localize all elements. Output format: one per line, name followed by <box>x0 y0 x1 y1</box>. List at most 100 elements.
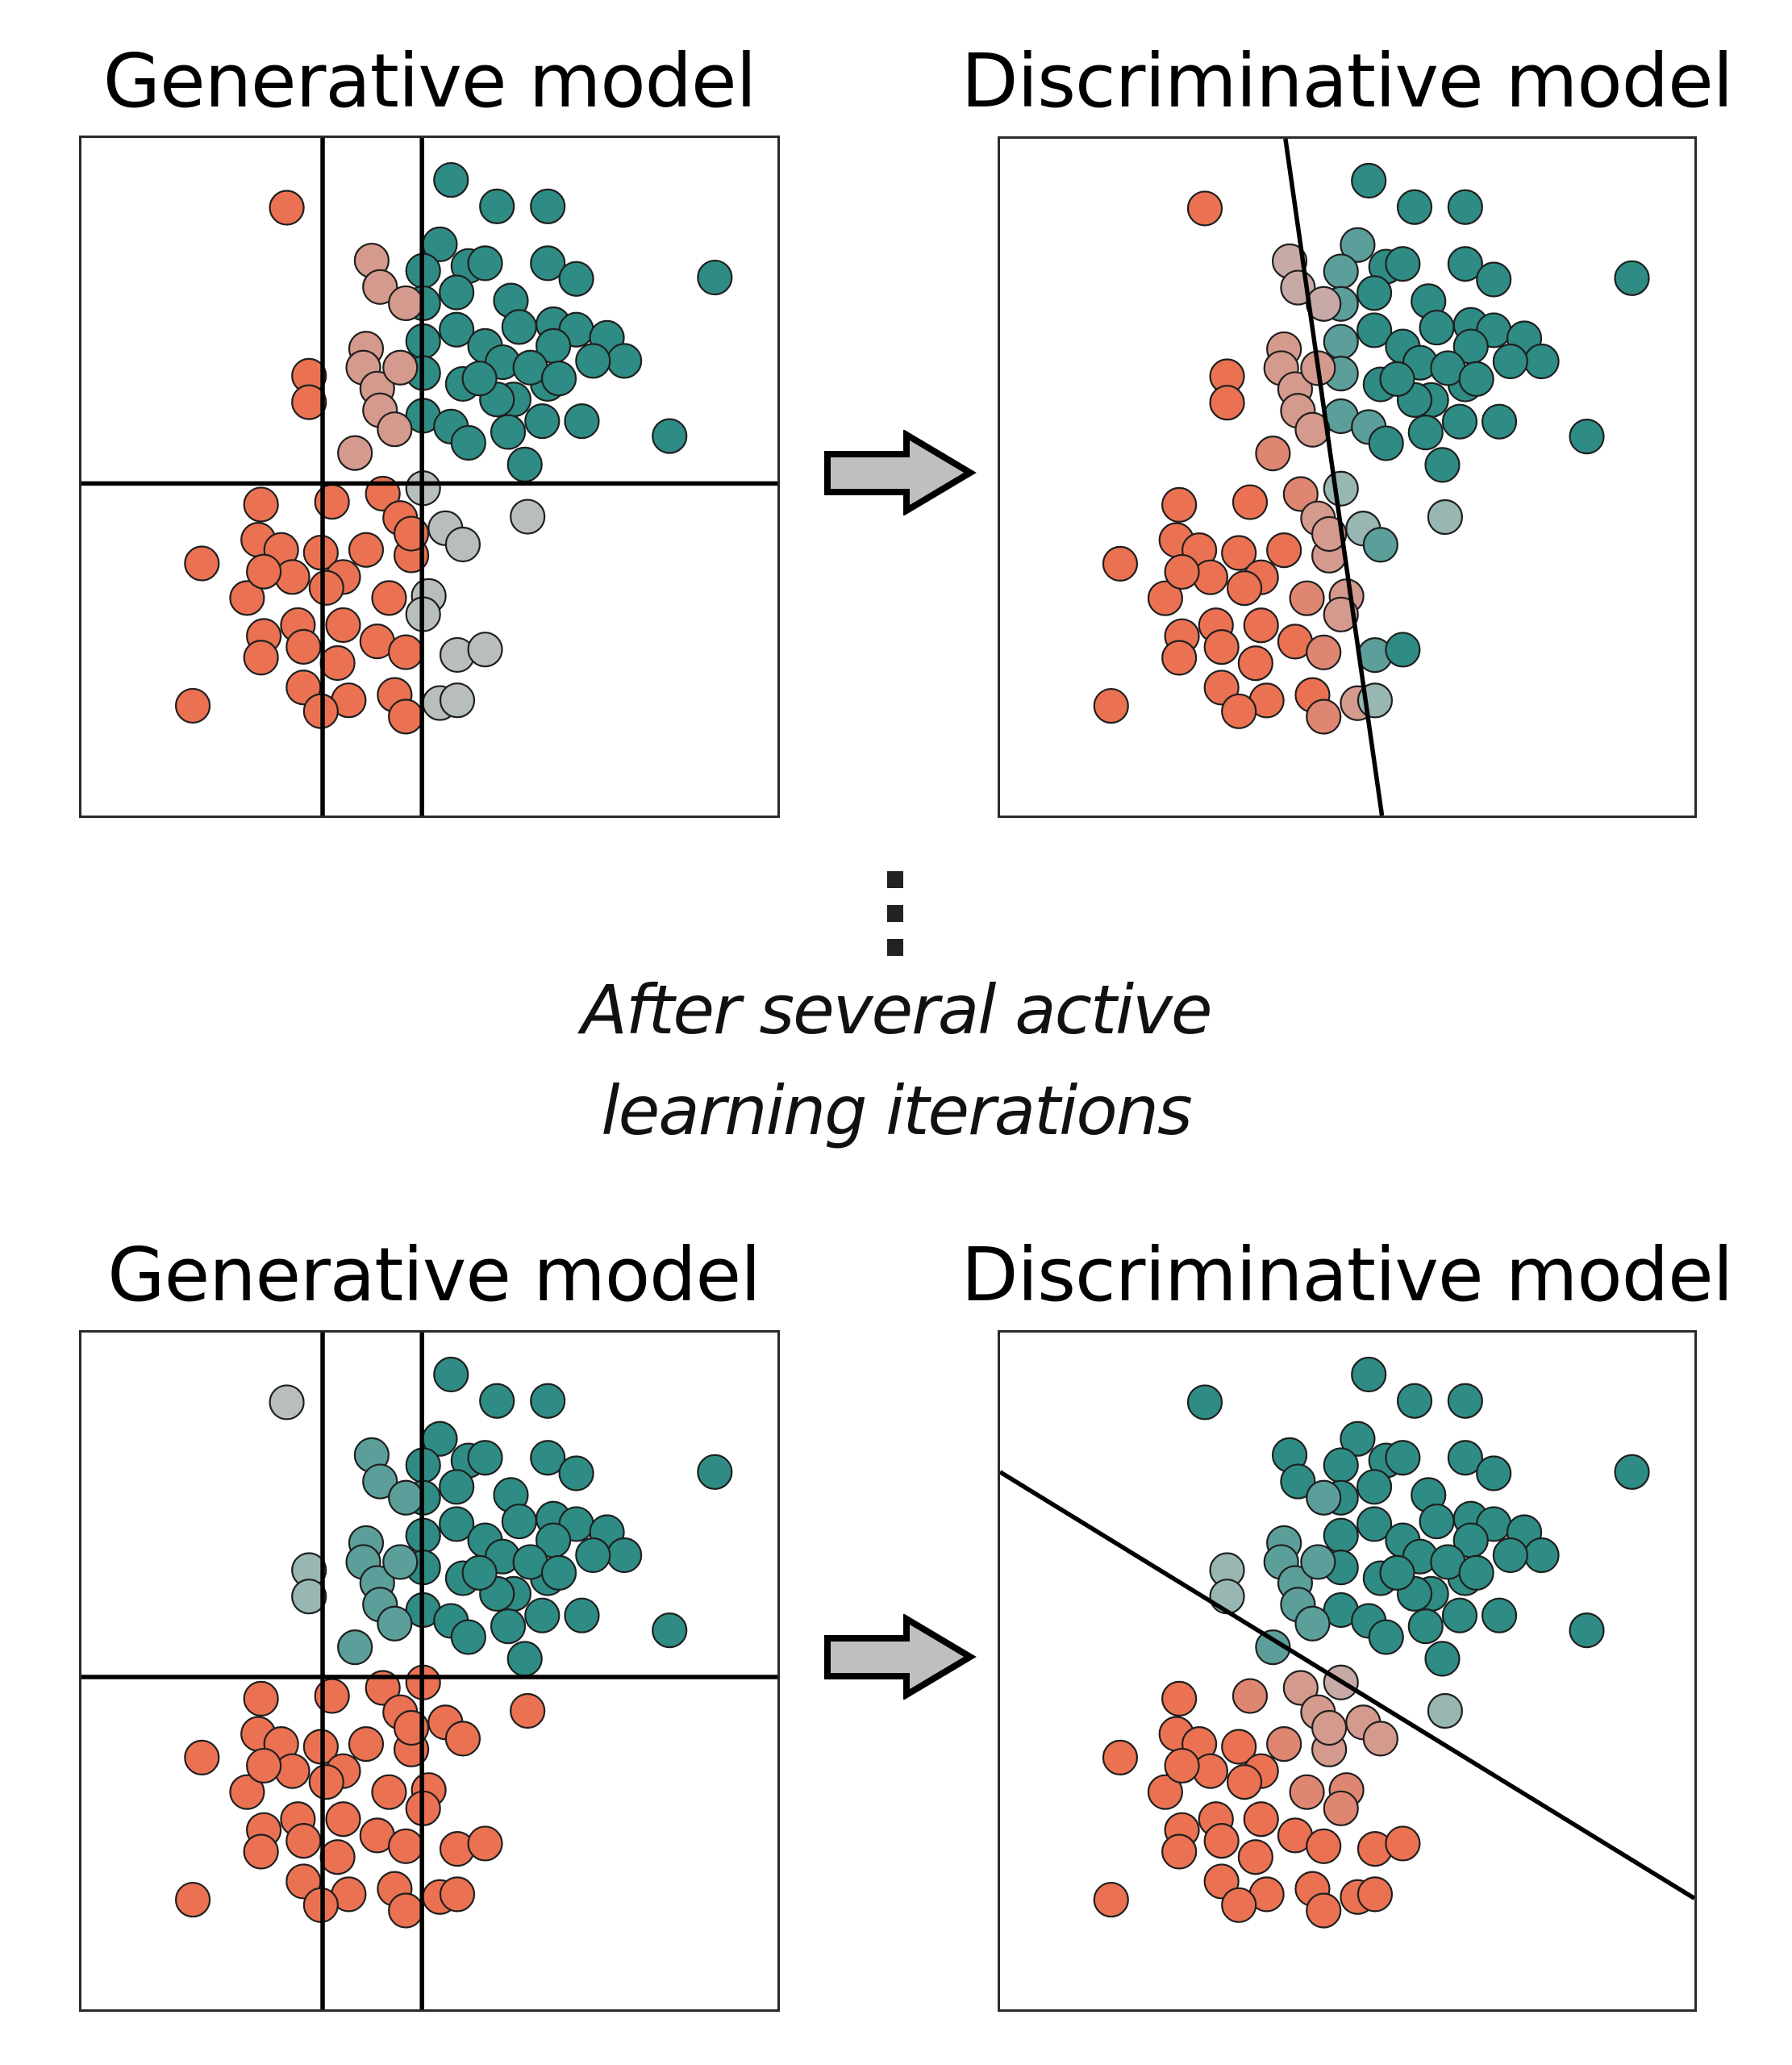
data-point <box>184 1739 220 1775</box>
data-point <box>439 1469 475 1505</box>
data-point <box>1441 403 1478 440</box>
data-point <box>1379 361 1415 397</box>
data-point <box>1323 1447 1359 1483</box>
data-point <box>490 414 527 450</box>
top-discriminative-title: Discriminative model <box>961 38 1734 124</box>
data-point <box>388 1892 424 1929</box>
data-point <box>1569 419 1605 455</box>
data-point <box>1407 415 1444 451</box>
data-point <box>1362 527 1398 563</box>
arrow-shape <box>824 1614 977 1700</box>
data-point <box>1340 227 1376 263</box>
data-point <box>1396 189 1433 225</box>
data-point <box>1424 447 1461 483</box>
data-point <box>388 634 424 670</box>
data-point <box>1289 580 1325 616</box>
data-point <box>1340 1420 1376 1457</box>
data-point <box>439 274 475 311</box>
data-point <box>243 1680 279 1717</box>
data-point <box>652 418 688 454</box>
data-point <box>1407 1608 1444 1645</box>
right-arrow-icon <box>824 1614 977 1700</box>
data-point <box>388 699 424 735</box>
ellipsis-dot <box>887 939 903 956</box>
data-point <box>1396 1383 1433 1419</box>
data-point <box>439 682 476 719</box>
data-point <box>1294 1605 1331 1642</box>
data-point <box>1266 1726 1302 1763</box>
top-generative-title: Generative model <box>102 38 756 124</box>
data-point <box>1427 499 1464 536</box>
data-point <box>1356 1469 1393 1505</box>
data-point <box>1311 1709 1348 1746</box>
data-point <box>467 245 503 282</box>
data-point <box>246 1747 282 1784</box>
data-point <box>1161 1833 1198 1870</box>
data-point <box>1231 1678 1269 1714</box>
data-point <box>1243 1801 1279 1838</box>
data-point <box>314 483 350 520</box>
data-point <box>1323 253 1359 290</box>
data-point <box>510 499 546 535</box>
data-point <box>461 361 498 397</box>
data-point <box>1614 260 1650 296</box>
data-point <box>319 645 356 682</box>
caption-line-2: learning iterations <box>601 1071 1193 1150</box>
data-point <box>319 1839 356 1875</box>
linear-decision-boundary <box>1283 139 1385 816</box>
data-point <box>243 486 279 523</box>
data-point <box>439 1876 476 1913</box>
data-point <box>1266 532 1302 569</box>
data-point <box>1203 1822 1240 1859</box>
data-point <box>530 1440 566 1476</box>
data-point <box>388 1828 424 1864</box>
data-point <box>308 569 344 606</box>
data-point <box>1221 1729 1257 1765</box>
data-point <box>1323 1517 1359 1554</box>
data-point <box>606 1537 643 1574</box>
data-point <box>362 1463 398 1500</box>
top-discriminative-plot <box>998 136 1697 818</box>
data-point <box>308 1763 344 1800</box>
data-point <box>1203 628 1240 665</box>
data-point <box>1186 1384 1223 1420</box>
data-point <box>1356 275 1393 311</box>
data-point <box>285 628 322 665</box>
data-point <box>1476 261 1512 298</box>
data-point <box>1147 1774 1184 1810</box>
data-point <box>1280 1463 1316 1500</box>
data-point <box>1458 361 1494 397</box>
data-point <box>1282 1670 1319 1706</box>
data-point <box>1300 1544 1336 1580</box>
data-point <box>371 580 407 616</box>
ellipsis-dot <box>887 871 903 888</box>
data-point <box>229 580 265 616</box>
data-point <box>1306 286 1342 322</box>
right-arrow-icon <box>824 430 977 515</box>
data-point <box>1323 596 1359 632</box>
data-point <box>1209 385 1245 421</box>
data-point <box>184 545 220 582</box>
data-point <box>450 1619 486 1655</box>
data-point <box>506 446 543 482</box>
data-point <box>433 161 469 198</box>
data-point <box>524 403 561 440</box>
data-point <box>530 245 566 282</box>
data-point <box>697 259 733 296</box>
data-point <box>1323 1790 1359 1826</box>
data-point <box>1161 486 1198 523</box>
data-point <box>1237 1839 1273 1875</box>
data-point <box>325 607 361 644</box>
data-point <box>1356 1506 1393 1542</box>
caption-line-1: After several active <box>581 970 1212 1049</box>
data-point <box>1306 634 1342 670</box>
data-point <box>1458 1554 1494 1591</box>
bottom-discriminative-plot <box>998 1330 1697 2012</box>
data-point <box>1161 640 1198 676</box>
data-point <box>1221 535 1257 571</box>
data-point <box>1351 162 1387 199</box>
data-point <box>314 1678 350 1714</box>
bottom-discriminative-title: Discriminative model <box>961 1232 1734 1318</box>
data-point <box>337 1629 373 1666</box>
data-point <box>1294 411 1331 448</box>
